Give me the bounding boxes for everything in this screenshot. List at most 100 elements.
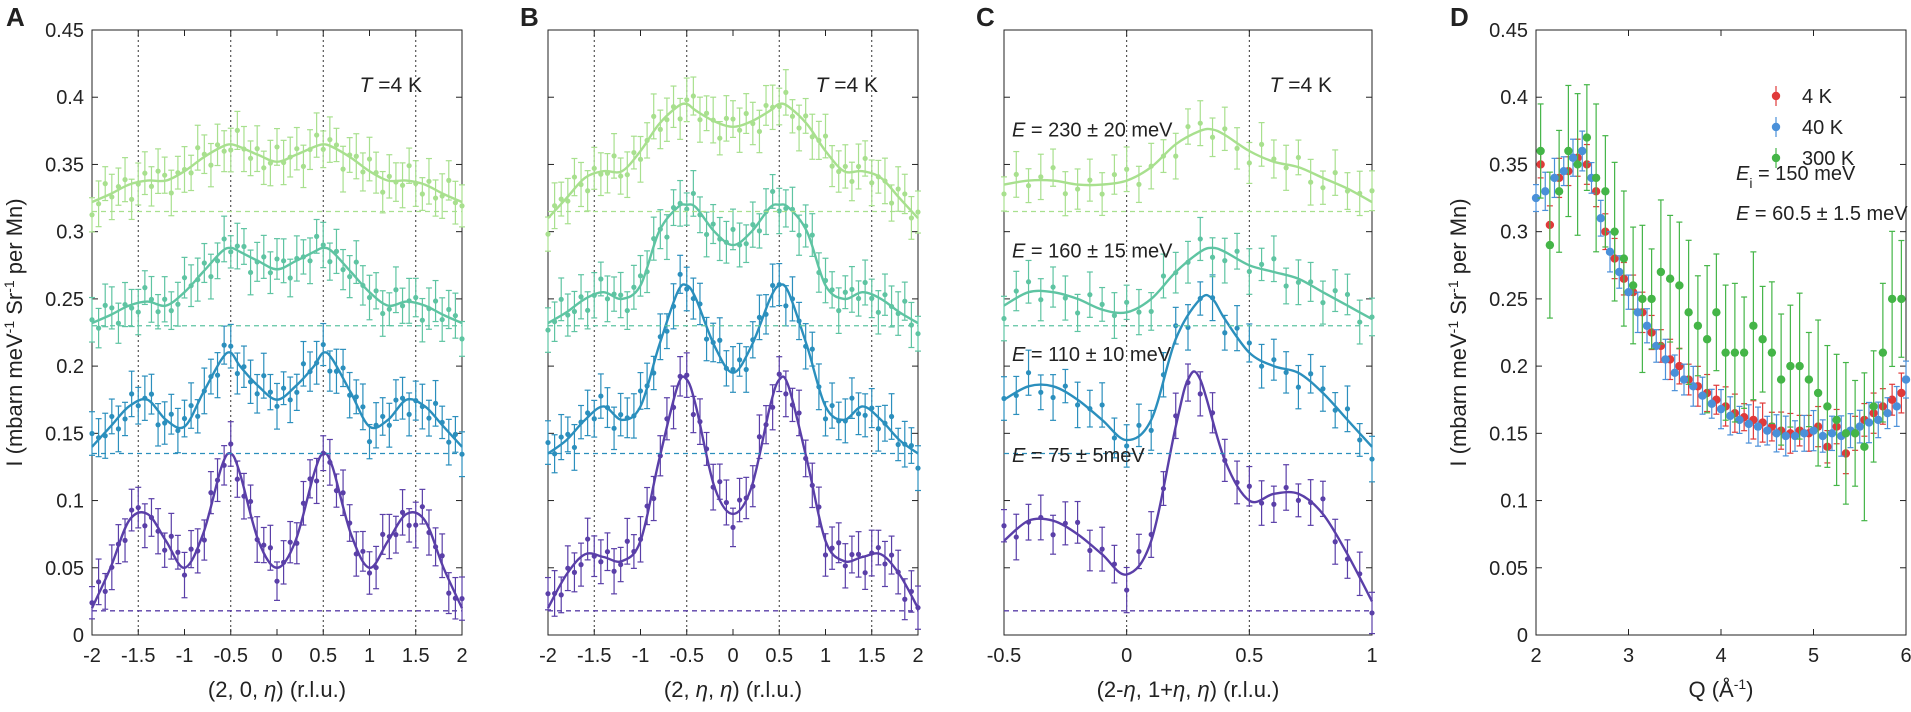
data-point: [320, 242, 326, 248]
energy-annotation-part: = 60.5 ± 1.5 meV: [1749, 203, 1908, 225]
temperature-annotation: T =4 K: [360, 74, 422, 97]
data-point: [1605, 247, 1615, 257]
x-tick-label: 0: [271, 645, 282, 667]
data-point: [1283, 369, 1289, 375]
data-point: [829, 163, 835, 169]
data-point: [1087, 292, 1093, 298]
series-40-k: [1531, 130, 1911, 457]
data-point: [895, 441, 901, 448]
x-tick-label: 3: [1623, 645, 1634, 667]
data-point: [1369, 456, 1375, 462]
data-point: [267, 270, 273, 276]
data-point: [565, 431, 571, 438]
data-point: [822, 277, 829, 284]
x-tick-label: -0.5: [214, 645, 248, 667]
data-point: [1726, 411, 1735, 421]
data-point: [241, 243, 247, 250]
data-point: [842, 163, 848, 170]
data-point: [611, 291, 617, 297]
x-tick-label: -1: [632, 645, 650, 667]
temperature-annotation-part: =4 K: [828, 74, 878, 97]
data-point: [631, 548, 637, 555]
data-point: [439, 419, 445, 425]
series-e-75-mev: [1001, 363, 1375, 635]
data-point: [1062, 383, 1068, 389]
data-point: [869, 180, 875, 186]
data-point: [406, 163, 412, 169]
data-point: [875, 309, 881, 315]
data-point: [717, 135, 723, 141]
data-point: [842, 418, 848, 424]
data-point: [1197, 120, 1203, 126]
data-point: [1308, 499, 1314, 506]
data-point: [1001, 523, 1007, 529]
data-point: [1670, 368, 1679, 378]
data-point: [1308, 179, 1314, 185]
data-point: [862, 279, 868, 286]
data-point: [1259, 500, 1265, 506]
data-point: [102, 588, 108, 594]
data-point: [1246, 340, 1252, 346]
series-e-110-mev: [1001, 274, 1375, 483]
energy-label: E = 230 ± 20 meV: [1012, 120, 1173, 142]
data-point: [254, 146, 260, 152]
data-point: [96, 579, 102, 585]
data-point: [446, 439, 452, 445]
data-point: [604, 296, 611, 302]
data-point: [1075, 402, 1081, 408]
data-point: [155, 528, 161, 534]
data-point: [360, 404, 366, 410]
x-tick-label: 2: [1530, 645, 1541, 667]
data-point: [254, 391, 260, 397]
data-point: [869, 405, 875, 411]
data-point: [895, 569, 901, 575]
data-point: [115, 541, 122, 547]
data-point: [1185, 259, 1191, 265]
data-point: [888, 413, 895, 420]
data-point: [1259, 141, 1265, 148]
data-point: [1234, 145, 1240, 151]
data-point: [1357, 319, 1363, 325]
data-point: [419, 317, 425, 323]
data-point: [1148, 163, 1154, 169]
data-point: [1619, 254, 1629, 263]
data-point: [545, 591, 551, 597]
data-point: [750, 483, 756, 489]
panel-label: C: [976, 2, 995, 32]
data-point: [432, 298, 439, 304]
temperature-annotation-part: T: [1270, 74, 1285, 97]
data-point: [360, 169, 366, 175]
data-point: [168, 190, 174, 196]
y-tick-label: 0.45: [1489, 20, 1528, 42]
data-point: [822, 133, 829, 139]
x-axis-label-part: η: [264, 677, 276, 702]
series-e-110-mev: [89, 322, 465, 478]
data-point: [730, 226, 736, 233]
data-point: [1320, 300, 1326, 306]
data-point: [902, 441, 908, 447]
data-point: [895, 186, 901, 192]
data-point: [750, 337, 756, 343]
axes-frame: [1535, 29, 1907, 636]
data-point: [386, 173, 392, 179]
data-point: [1259, 261, 1265, 267]
data-point: [1633, 308, 1642, 317]
x-tick-label: 1: [820, 645, 831, 667]
data-point: [287, 154, 293, 160]
data-point: [327, 137, 333, 143]
x-tick-label: -2: [83, 645, 101, 667]
data-point: [1038, 174, 1044, 180]
data-point: [1739, 348, 1749, 357]
energy-annotation-part: E: [1736, 163, 1750, 185]
data-point: [657, 226, 663, 232]
data-point: [1707, 399, 1716, 408]
data-point: [195, 277, 201, 283]
data-point: [254, 536, 260, 543]
data-point: [1841, 429, 1851, 438]
data-point: [618, 292, 624, 298]
data-point: [393, 287, 399, 293]
x-axis-label: (2, 0, η) (r.l.u.): [208, 677, 346, 702]
data-point: [247, 269, 254, 276]
data-point: [1809, 426, 1818, 435]
data-point: [783, 391, 789, 397]
